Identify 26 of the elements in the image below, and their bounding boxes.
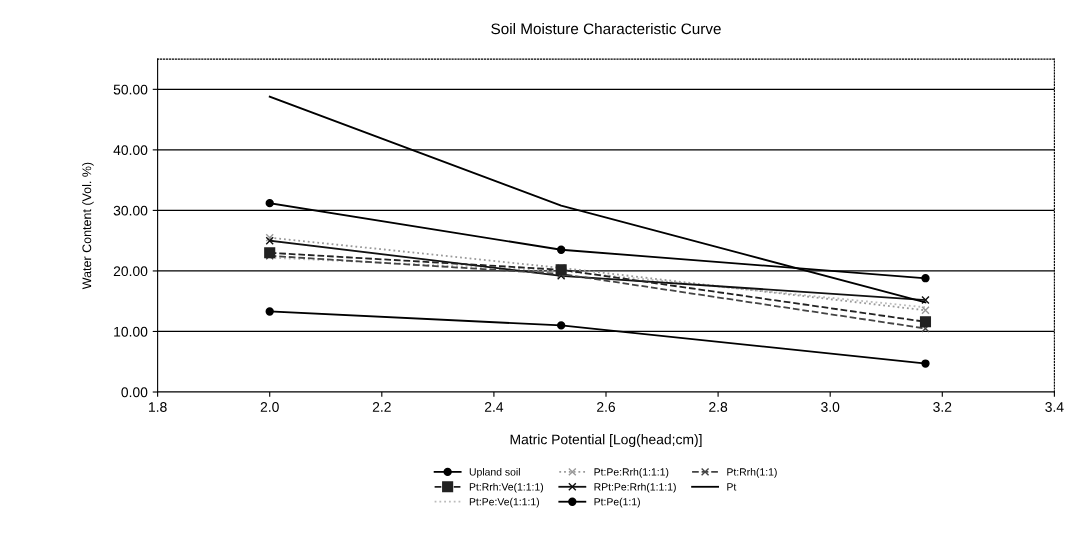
legend-label: Pt:Rrh(1:1) (727, 467, 777, 478)
y-tick-label: 10.00 (114, 326, 148, 337)
x-tick-label: 3.4 (1045, 402, 1064, 412)
x-tick-label: 2.8 (709, 402, 728, 412)
y-tick-label: 0.00 (121, 387, 148, 398)
legend-label: Pt:Pe:Ve(1:1:1) (469, 497, 539, 508)
x-tick-label: 2.0 (260, 402, 279, 412)
x-tick-label: 2.2 (372, 402, 391, 412)
x-tick-label: 2.4 (484, 402, 504, 412)
x-tick-label: 2.6 (597, 402, 616, 412)
x-tick-label: 3.2 (933, 402, 952, 412)
legend-label: Pt:Rrh:Ve(1:1:1) (469, 482, 544, 493)
legend-label: RPt:Pe:Rrh(1:1:1) (594, 482, 676, 493)
legend-label: Pt:Pe:Rrh(1:1:1) (594, 467, 669, 478)
legend-label: Pt:Pe(1:1) (594, 497, 640, 508)
legend-label: Upland soil (469, 467, 520, 478)
y-axis-title: Water Content (Vol. %) (82, 162, 94, 290)
x-tick-label: 3.0 (821, 402, 840, 412)
y-tick-label: 40.00 (113, 145, 148, 156)
y-tick-label: 20.00 (113, 266, 148, 277)
chart-title: Soil Moisture Characteristic Curve (491, 23, 721, 35)
legend-label: Pt (727, 483, 737, 491)
y-tick-label: 30.00 (113, 205, 148, 216)
y-tick-label: 50.00 (113, 84, 148, 95)
x-tick-label: 1.8 (149, 402, 167, 412)
x-axis-title: Matric Potential [Log(head;cm)] (510, 434, 702, 448)
